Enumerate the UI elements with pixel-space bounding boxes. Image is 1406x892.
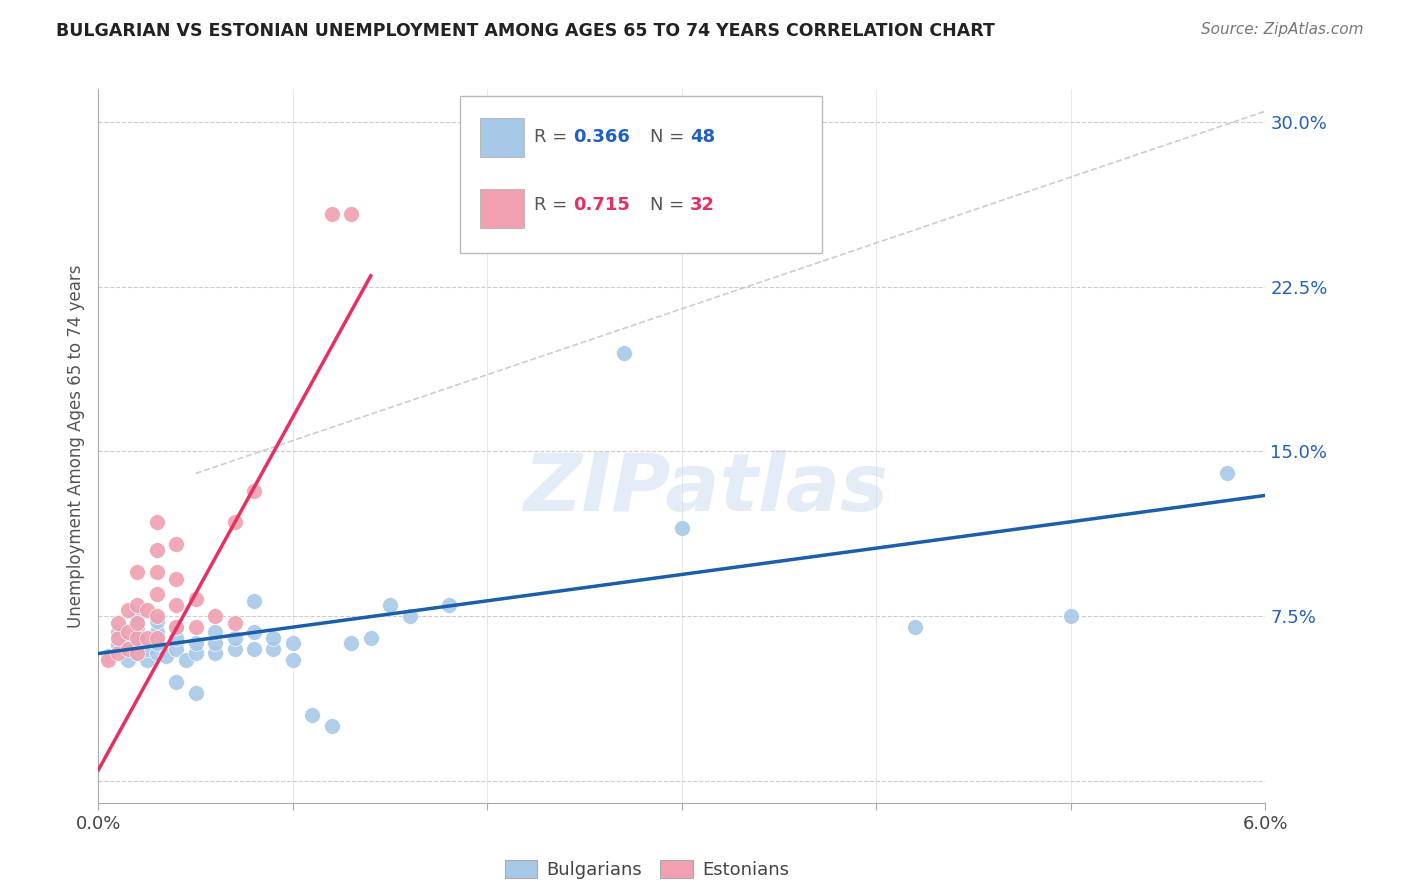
Point	[127, 631, 149, 645]
Point	[146, 631, 169, 645]
Point	[204, 635, 226, 649]
Text: 0.366: 0.366	[574, 128, 630, 146]
Point	[136, 602, 159, 616]
Point	[117, 642, 139, 657]
Point	[360, 631, 382, 645]
Point	[127, 615, 149, 630]
Point	[127, 647, 149, 661]
Point	[97, 653, 120, 667]
Point	[117, 653, 139, 667]
Point	[243, 483, 266, 498]
Point	[281, 635, 304, 649]
Point	[136, 653, 159, 667]
Text: R =: R =	[534, 196, 572, 214]
Point	[165, 631, 187, 645]
Point	[378, 598, 402, 612]
Point	[165, 620, 187, 634]
Legend: Bulgarians, Estonians: Bulgarians, Estonians	[498, 853, 796, 887]
Text: Source: ZipAtlas.com: Source: ZipAtlas.com	[1201, 22, 1364, 37]
Bar	[479, 118, 524, 157]
Text: 32: 32	[690, 196, 716, 214]
Point	[117, 602, 139, 616]
Point	[127, 598, 149, 612]
Point	[107, 647, 129, 661]
Point	[127, 609, 149, 624]
Text: 48: 48	[690, 128, 716, 146]
Point	[146, 635, 169, 649]
Point	[107, 631, 129, 645]
Point	[398, 609, 420, 624]
Point	[165, 572, 187, 586]
Point	[136, 642, 159, 657]
Point	[146, 647, 169, 661]
Point	[224, 642, 246, 657]
Text: 0.715: 0.715	[574, 196, 630, 214]
Point	[321, 207, 343, 221]
Point	[204, 624, 226, 639]
Point	[224, 515, 246, 529]
Point	[184, 635, 207, 649]
Point	[107, 638, 129, 652]
Point	[146, 587, 169, 601]
Point	[136, 631, 159, 645]
Point	[127, 647, 149, 661]
Point	[671, 521, 693, 535]
Point	[243, 594, 266, 608]
Point	[127, 631, 149, 645]
Point	[146, 609, 169, 624]
Text: ZIPatlas: ZIPatlas	[523, 450, 887, 528]
Point	[224, 631, 246, 645]
Point	[117, 624, 139, 639]
Point	[437, 598, 460, 612]
Text: R =: R =	[534, 128, 572, 146]
Point	[165, 598, 187, 612]
Point	[146, 543, 169, 558]
Point	[184, 686, 207, 700]
Point	[612, 345, 634, 359]
Point	[174, 653, 197, 667]
Bar	[479, 189, 524, 228]
Point	[146, 614, 169, 628]
Point	[262, 642, 284, 657]
Point	[165, 675, 187, 690]
Point	[281, 653, 304, 667]
Point	[165, 620, 187, 634]
FancyBboxPatch shape	[460, 96, 823, 253]
Point	[340, 207, 363, 221]
Point	[184, 620, 207, 634]
Point	[146, 624, 169, 639]
Point	[204, 647, 226, 661]
Point	[165, 642, 187, 657]
Text: BULGARIAN VS ESTONIAN UNEMPLOYMENT AMONG AGES 65 TO 74 YEARS CORRELATION CHART: BULGARIAN VS ESTONIAN UNEMPLOYMENT AMONG…	[56, 22, 995, 40]
Point	[165, 537, 187, 551]
Point	[204, 609, 226, 624]
Point	[184, 647, 207, 661]
Point	[127, 566, 149, 580]
Point	[1060, 609, 1083, 624]
Point	[184, 591, 207, 606]
Text: N =: N =	[651, 196, 690, 214]
Point	[146, 566, 169, 580]
Point	[155, 648, 177, 663]
Point	[262, 631, 284, 645]
Point	[107, 615, 129, 630]
Point	[301, 708, 323, 723]
Point	[97, 648, 120, 663]
Point	[243, 624, 266, 639]
Point	[321, 719, 343, 733]
Y-axis label: Unemployment Among Ages 65 to 74 years: Unemployment Among Ages 65 to 74 years	[66, 264, 84, 628]
Point	[146, 515, 169, 529]
Point	[224, 615, 246, 630]
Point	[107, 624, 129, 639]
Point	[904, 620, 927, 634]
Point	[1215, 467, 1237, 481]
Point	[127, 620, 149, 634]
Text: N =: N =	[651, 128, 690, 146]
Point	[243, 642, 266, 657]
Point	[340, 635, 363, 649]
Point	[117, 635, 139, 649]
